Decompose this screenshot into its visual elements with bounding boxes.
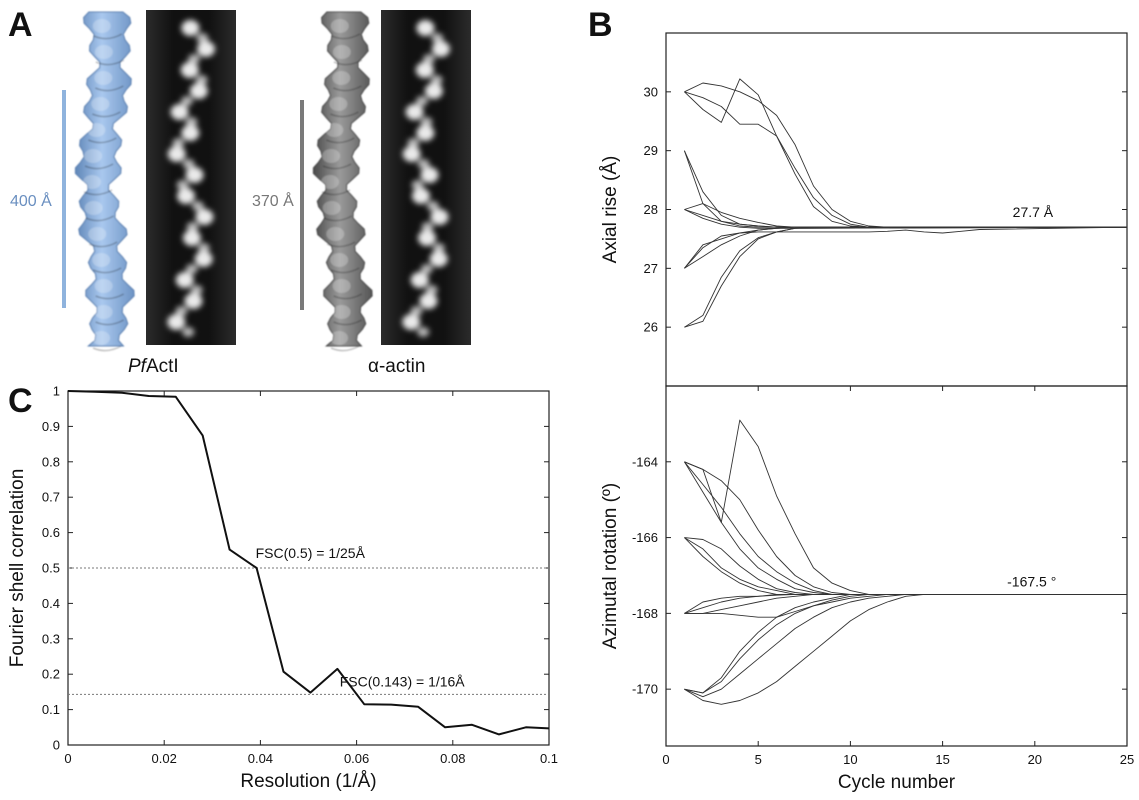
y-tick-label: 0.4 xyxy=(42,596,60,611)
x-axis-title: Resolution (1/Å) xyxy=(240,771,376,792)
series-line xyxy=(684,226,1128,328)
series-line xyxy=(684,537,1127,595)
series-line xyxy=(684,461,1127,595)
x-tick-label: 10 xyxy=(843,752,857,767)
panel-a: A 400 Å PfActI 370 Å α-actin xyxy=(8,6,471,377)
series-line xyxy=(684,419,1127,595)
series-line xyxy=(684,209,1127,228)
series-line xyxy=(684,593,1127,694)
y-tick-label: 0.1 xyxy=(42,702,60,717)
series-line xyxy=(684,461,1127,595)
pfactl-scale-bar xyxy=(62,90,66,308)
pfactl-em-average xyxy=(146,10,236,345)
y-tick-label: 1 xyxy=(53,384,60,399)
pfactl-caption: PfActI xyxy=(128,356,179,377)
series-line xyxy=(684,593,1127,698)
x-tick-label: 0.08 xyxy=(440,751,465,766)
series-line xyxy=(684,593,1127,618)
plot-frame xyxy=(665,385,1128,747)
y-tick-label: 28 xyxy=(644,202,658,217)
x-tick-label: 0 xyxy=(662,752,669,767)
y-tick-label: 26 xyxy=(644,320,658,335)
series-line xyxy=(684,537,1127,595)
y-tick-label: 0.6 xyxy=(42,525,60,540)
series-line xyxy=(684,461,1127,595)
actin-scale-label: 370 Å xyxy=(252,191,294,210)
y-tick-label: 0.3 xyxy=(42,631,60,646)
x-tick-label: 0.02 xyxy=(152,751,177,766)
series-line xyxy=(684,226,1127,269)
threshold-label: FSC(0.143) = 1/16Å xyxy=(340,673,466,689)
y-tick-label: 30 xyxy=(644,84,658,99)
y-axis-title: Fourier shell correlation xyxy=(7,469,28,668)
azimutal-rotation-plot: -164 -166 -168 -170 0 5 10 15 20 25 Azimutal rotat… xyxy=(600,385,1134,793)
x-axis-title: Cycle number xyxy=(838,772,956,793)
y-tick-label: 0.5 xyxy=(42,561,60,576)
series-line xyxy=(684,203,1127,228)
y-axis-title: Azimutal rotation (º) xyxy=(600,483,621,649)
y-tick-label: 0.8 xyxy=(42,454,60,469)
y-tick-label: 0.2 xyxy=(42,667,60,682)
y-tick-label: 0.9 xyxy=(42,419,60,434)
series-line xyxy=(684,91,1127,228)
y-tick-label: -170 xyxy=(632,682,658,697)
series-line xyxy=(684,537,1127,595)
series-line xyxy=(684,226,1128,269)
y-tick-label: -168 xyxy=(632,606,658,621)
panel-letter-b: B xyxy=(588,6,613,44)
actin-scale-bar xyxy=(300,100,304,310)
x-tick-label: 0.1 xyxy=(540,751,558,766)
x-tick-label: 20 xyxy=(1028,752,1042,767)
x-tick-label: 25 xyxy=(1120,752,1134,767)
x-tick-label: 5 xyxy=(755,752,762,767)
y-tick-label: 29 xyxy=(644,143,658,158)
y-tick-label: 27 xyxy=(644,261,658,276)
x-tick-label: 15 xyxy=(935,752,949,767)
y-axis-title: Axial rise (Å) xyxy=(600,156,621,264)
y-tick-label: -164 xyxy=(632,454,658,469)
actin-em-average xyxy=(381,10,471,345)
x-tick-label: 0.06 xyxy=(344,751,369,766)
panel-c: C 0 0.1 0.2 0.3 0.4 0.5 0.6 0.7 0.8 0.9 1 0 0.02 0.04… xyxy=(7,382,558,792)
x-tick-label: 0.04 xyxy=(248,751,273,766)
axial-rise-plot: 26 27 28 29 30 Axial rise (Å) 27.7 Å xyxy=(600,32,1128,387)
plot-frame xyxy=(665,32,1128,387)
pfactl-scale-label: 400 Å xyxy=(10,191,52,210)
panel-letter-c: C xyxy=(8,382,33,420)
y-tick-label: -166 xyxy=(632,530,658,545)
series-line xyxy=(684,593,1127,694)
series-line xyxy=(684,593,1127,614)
series-line xyxy=(684,78,1127,228)
y-tick-label: 0 xyxy=(53,738,60,753)
series-line xyxy=(684,226,1128,328)
series-line xyxy=(67,390,550,736)
actin-caption: α-actin xyxy=(368,356,425,377)
series-line xyxy=(684,82,1127,228)
panel-letter-a: A xyxy=(8,6,33,44)
series-line xyxy=(684,593,1127,705)
x-tick-label: 0 xyxy=(64,751,71,766)
y-tick-label: 0.7 xyxy=(42,490,60,505)
series-line xyxy=(683,150,1127,228)
azimutal-rotation-annotation: -167.5 ° xyxy=(1007,573,1056,589)
series-line xyxy=(683,150,1127,228)
threshold-label: FSC(0.5) = 1/25Å xyxy=(256,545,366,561)
pfactl-surface-rendering xyxy=(74,11,135,352)
axial-rise-annotation: 27.7 Å xyxy=(1013,204,1054,220)
series-line xyxy=(684,226,1127,269)
actin-surface-rendering xyxy=(312,11,373,352)
fsc-plot: 0 0.1 0.2 0.3 0.4 0.5 0.6 0.7 0.8 0.9 1 0 0.02 0.04 0.… xyxy=(7,384,558,793)
